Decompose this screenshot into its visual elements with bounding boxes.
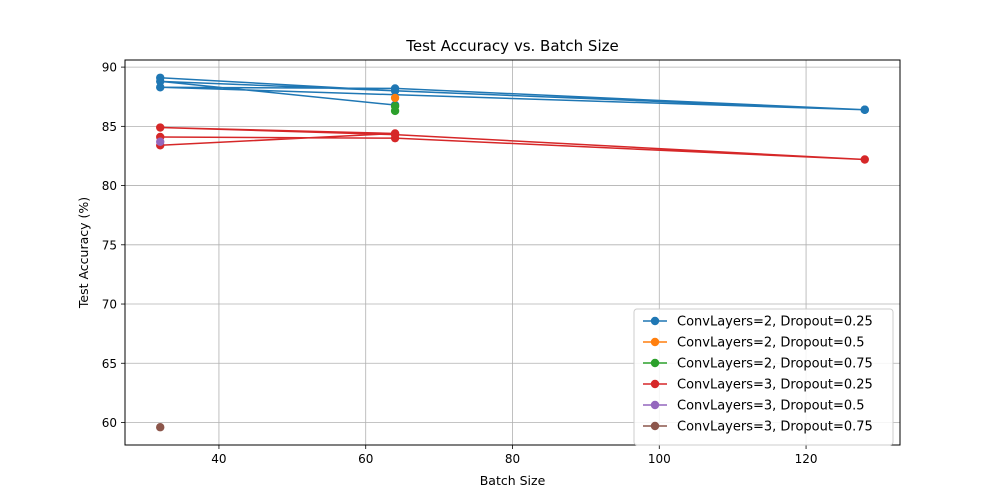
legend-marker bbox=[650, 400, 660, 410]
legend-label: ConvLayers=2, Dropout=0.5 bbox=[677, 336, 865, 351]
y-axis-label: Test Accuracy (%) bbox=[76, 197, 91, 309]
y-tick-label: 85 bbox=[102, 120, 117, 134]
y-tick-label: 75 bbox=[102, 238, 117, 252]
series-4 bbox=[156, 123, 869, 164]
series-5 bbox=[156, 137, 165, 146]
data-point bbox=[156, 77, 165, 86]
data-point bbox=[390, 84, 400, 93]
data-point bbox=[156, 423, 165, 432]
y-tick-label: 80 bbox=[102, 179, 117, 193]
tick-layer: 40 60 80 100 120 60 65 70 75 80 85 90 bbox=[102, 61, 818, 466]
legend-marker bbox=[650, 421, 660, 431]
data-point bbox=[156, 123, 165, 132]
x-tick-label: 80 bbox=[505, 452, 520, 466]
data-point bbox=[156, 83, 165, 92]
data-point bbox=[390, 106, 400, 116]
data-point bbox=[390, 93, 400, 103]
data-point bbox=[156, 137, 165, 146]
y-tick-label: 60 bbox=[102, 416, 117, 430]
legend-marker bbox=[650, 316, 660, 326]
x-tick-label: 40 bbox=[211, 452, 226, 466]
legend-item: ConvLayers=2, Dropout=0.75 bbox=[643, 357, 873, 372]
series-6 bbox=[156, 423, 165, 432]
legend-label: ConvLayers=2, Dropout=0.25 bbox=[677, 315, 873, 330]
chart-title: Test Accuracy vs. Batch Size bbox=[405, 37, 618, 55]
legend-item: ConvLayers=3, Dropout=0.75 bbox=[643, 420, 873, 435]
series-layer bbox=[156, 73, 869, 432]
legend-marker bbox=[650, 379, 660, 389]
legend-box bbox=[633, 308, 894, 446]
legend-item: ConvLayers=2, Dropout=0.5 bbox=[643, 336, 865, 351]
legend-label: ConvLayers=2, Dropout=0.75 bbox=[677, 357, 873, 372]
series-2 bbox=[390, 93, 400, 103]
x-tick-label: 100 bbox=[648, 452, 671, 466]
y-tick-label: 70 bbox=[102, 298, 117, 312]
legend-item: ConvLayers=3, Dropout=0.5 bbox=[643, 399, 865, 414]
legend: ConvLayers=2, Dropout=0.25 ConvLayers=2, … bbox=[633, 308, 894, 446]
y-tick-label: 90 bbox=[102, 61, 117, 75]
legend-label: ConvLayers=3, Dropout=0.75 bbox=[677, 420, 873, 435]
x-tick-label: 60 bbox=[358, 452, 373, 466]
series-3 bbox=[390, 102, 400, 116]
x-axis-label: Batch Size bbox=[480, 473, 546, 488]
legend-marker bbox=[650, 358, 660, 368]
x-tick-label: 120 bbox=[795, 452, 818, 466]
legend-item: ConvLayers=2, Dropout=0.25 bbox=[643, 315, 873, 330]
legend-item: ConvLayers=3, Dropout=0.25 bbox=[643, 378, 873, 393]
data-point bbox=[860, 105, 869, 114]
legend-label: ConvLayers=3, Dropout=0.5 bbox=[677, 399, 865, 414]
y-tick-label: 65 bbox=[102, 357, 117, 371]
data-point bbox=[390, 133, 400, 143]
legend-marker bbox=[650, 337, 660, 347]
series-line bbox=[159, 77, 866, 111]
data-point bbox=[860, 155, 869, 164]
legend-label: ConvLayers=3, Dropout=0.25 bbox=[677, 378, 873, 393]
